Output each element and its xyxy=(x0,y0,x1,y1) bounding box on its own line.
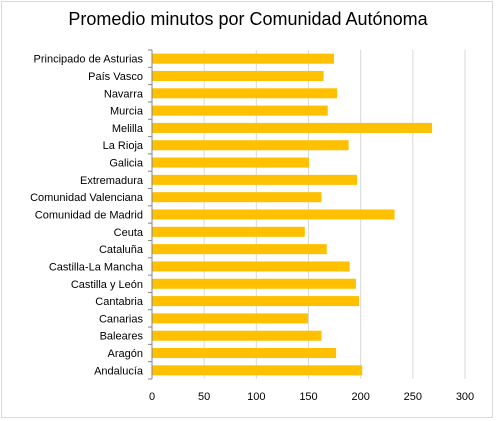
bar-13 xyxy=(152,278,356,289)
bar-0 xyxy=(152,53,335,64)
x-tick-label-0: 0 xyxy=(149,391,155,403)
category-label-7: Extremadura xyxy=(80,175,144,187)
category-label-10: Ceuta xyxy=(114,227,144,239)
bar-11 xyxy=(152,244,327,255)
bar-14 xyxy=(152,296,360,307)
category-label-12: Castilla-La Mancha xyxy=(49,261,144,273)
x-tick-label-1: 50 xyxy=(198,391,210,403)
category-label-9: Comunidad de Madrid xyxy=(35,210,143,222)
category-label-17: Aragón xyxy=(108,348,143,360)
bar-4 xyxy=(152,122,433,133)
bar-7 xyxy=(152,174,357,185)
category-label-2: Navarra xyxy=(104,88,144,100)
category-label-6: Galicia xyxy=(109,158,144,170)
bar-1 xyxy=(152,70,324,81)
category-label-16: Baleares xyxy=(100,331,144,343)
bar-3 xyxy=(152,105,328,116)
category-label-1: País Vasco xyxy=(88,71,143,83)
category-label-18: Andalucía xyxy=(94,365,144,377)
category-label-4: Melilla xyxy=(112,123,144,135)
bar-8 xyxy=(152,192,322,203)
x-tick-label-4: 200 xyxy=(351,391,369,403)
x-tick-label-3: 150 xyxy=(299,391,317,403)
chart-title: Promedio minutos por Comunidad Autónoma xyxy=(68,9,428,29)
category-label-3: Murcia xyxy=(110,106,144,118)
bar-15 xyxy=(152,313,308,324)
x-tick-label-5: 250 xyxy=(404,391,422,403)
bar-5 xyxy=(152,140,349,151)
bar-2 xyxy=(152,88,338,99)
bar-9 xyxy=(152,209,395,220)
x-tick-label-2: 100 xyxy=(247,391,265,403)
category-label-8: Comunidad Valenciana xyxy=(30,192,144,204)
category-label-15: Canarias xyxy=(99,313,144,325)
category-label-13: Castilla y León xyxy=(71,279,143,291)
x-tick-label-6: 300 xyxy=(456,391,474,403)
category-label-0: Principado de Asturias xyxy=(34,54,144,66)
bar-10 xyxy=(152,226,305,237)
bar-17 xyxy=(152,348,337,359)
bar-6 xyxy=(152,157,309,168)
category-label-14: Cantabria xyxy=(95,296,144,308)
bar-16 xyxy=(152,330,322,341)
bar-18 xyxy=(152,365,363,376)
category-label-11: Cataluña xyxy=(99,244,144,256)
bar-12 xyxy=(152,261,350,272)
category-label-5: La Rioja xyxy=(103,140,144,152)
